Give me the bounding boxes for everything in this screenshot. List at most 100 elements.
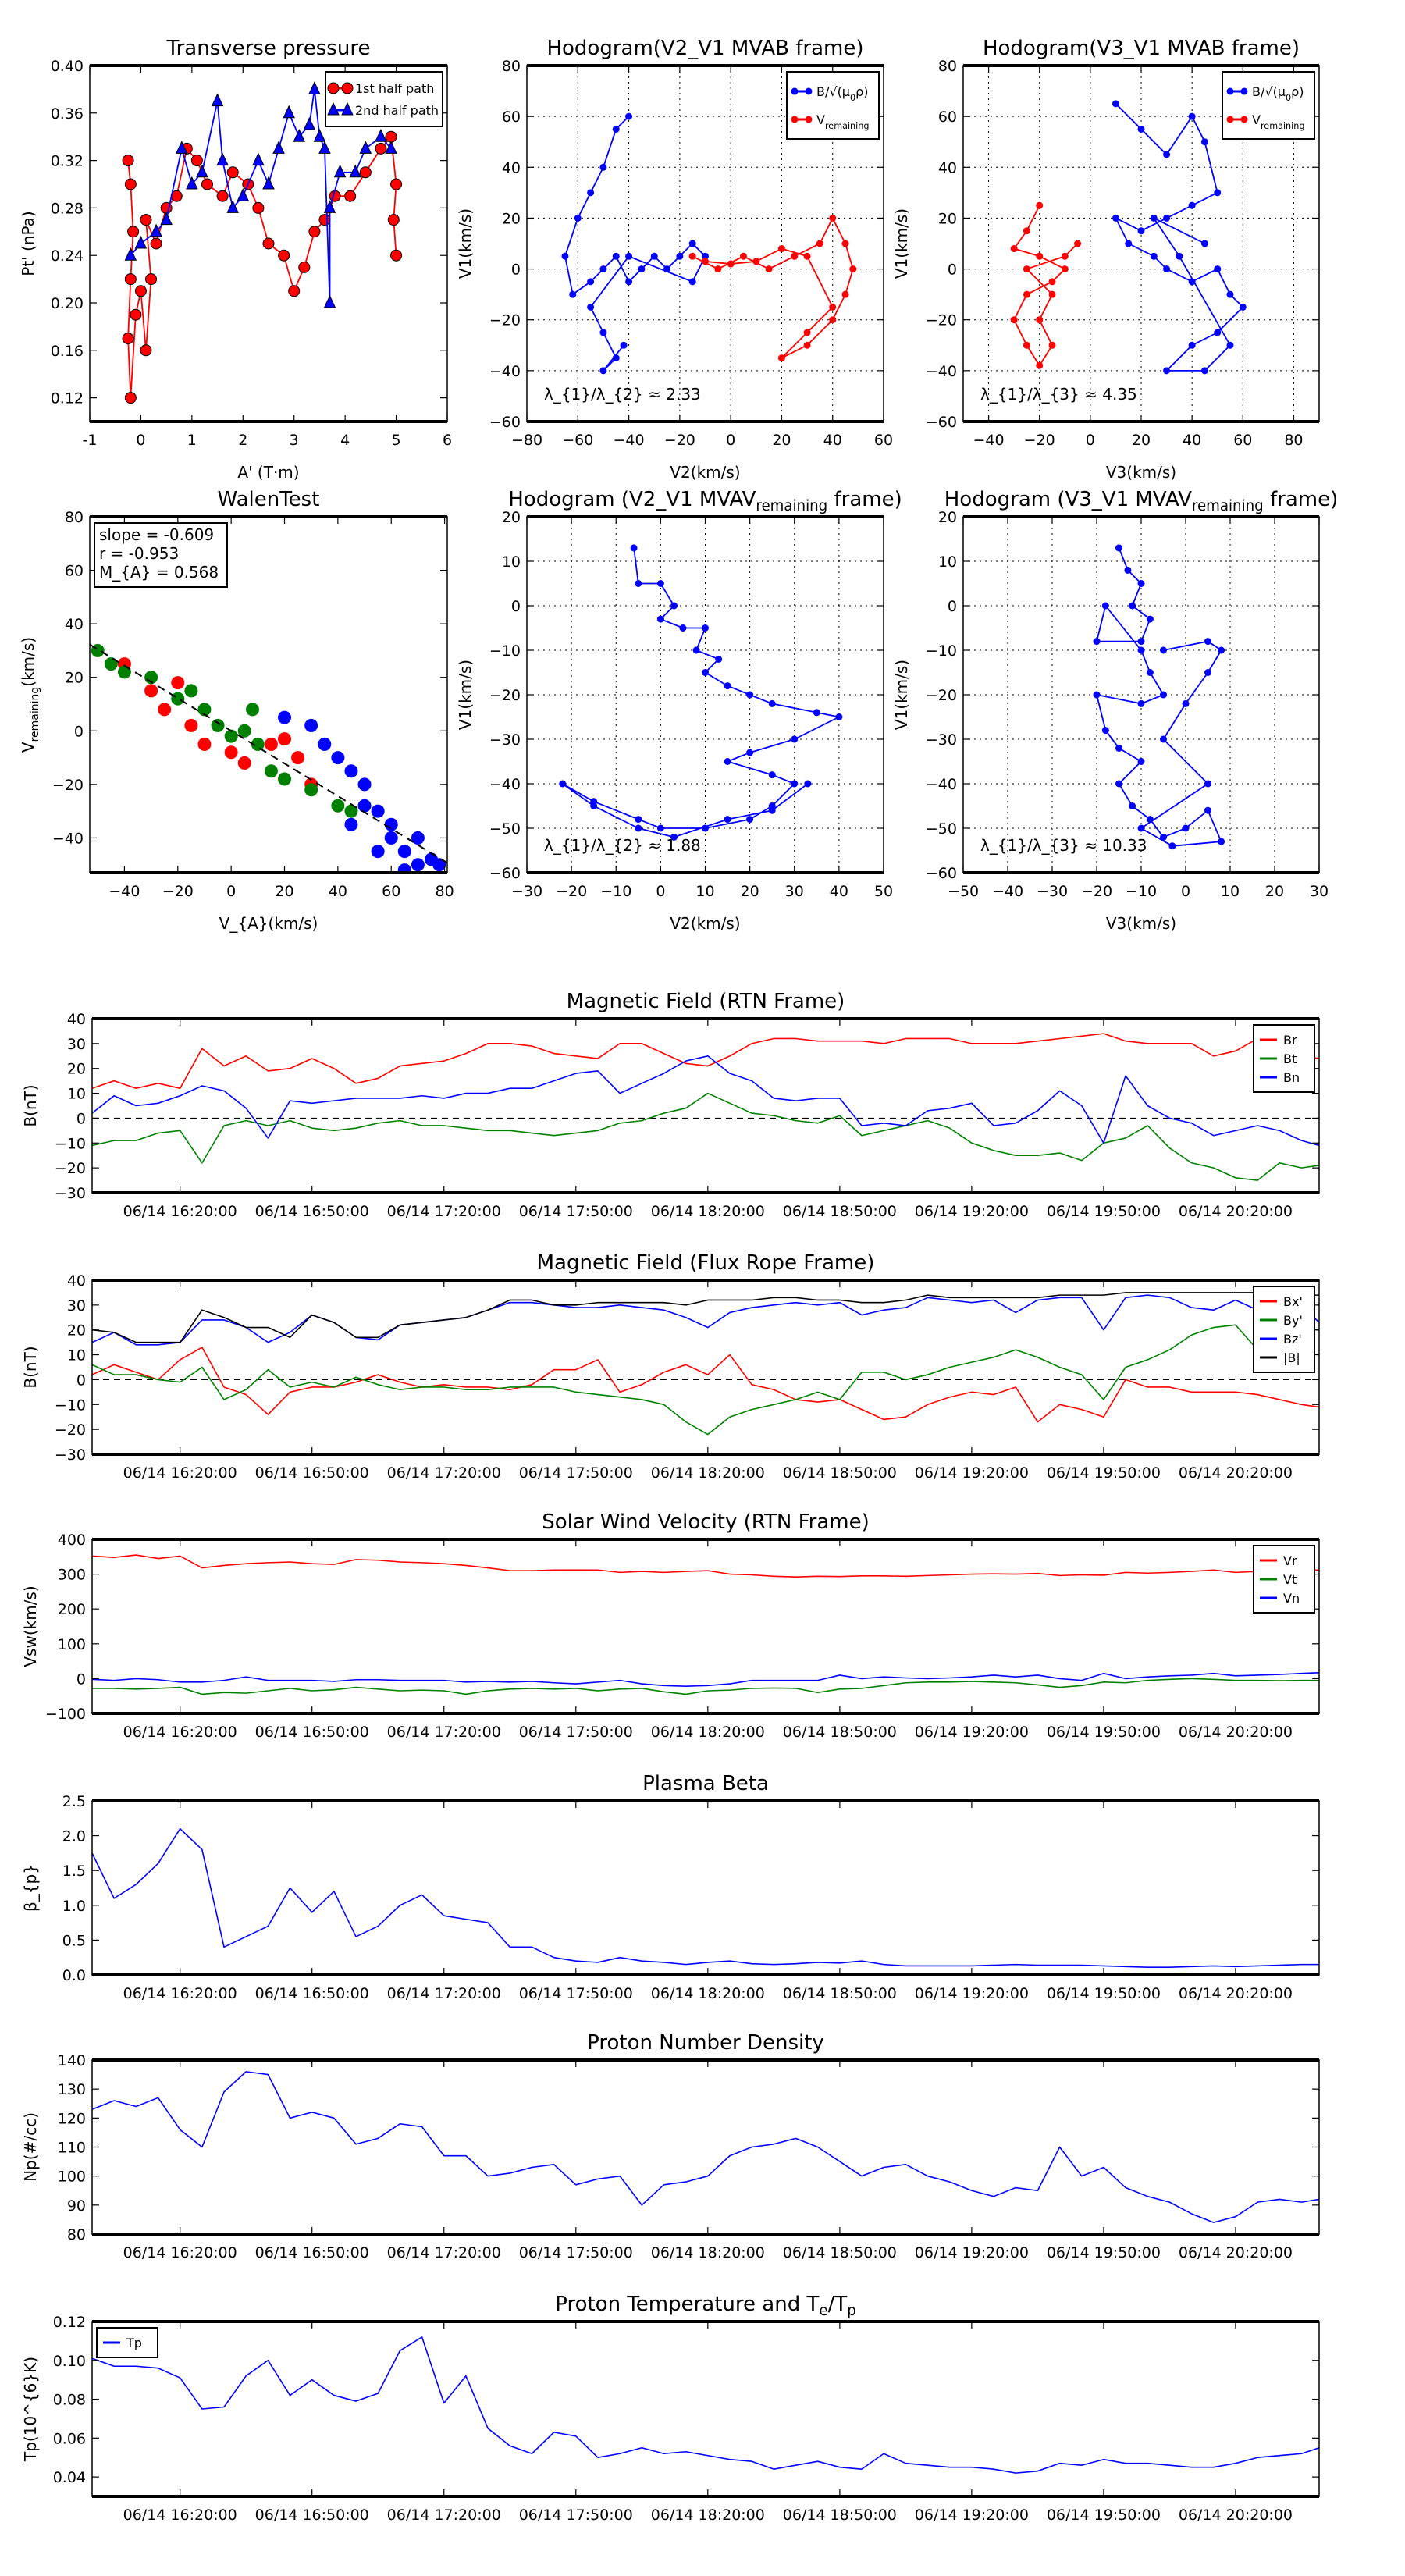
x-tick-label: 0 bbox=[1181, 883, 1190, 900]
data-point bbox=[1023, 341, 1030, 349]
axes-frame bbox=[91, 1018, 1320, 1194]
x-tick-label: 06/14 16:20:00 bbox=[123, 2244, 237, 2261]
data-point bbox=[1239, 303, 1247, 311]
x-tick-label: −40 bbox=[614, 432, 645, 449]
data-point bbox=[791, 252, 799, 260]
data-point bbox=[841, 290, 849, 298]
series-line-Tp bbox=[92, 2336, 1319, 2474]
legend-label: B/√(μ0ρ) bbox=[816, 84, 869, 103]
plot-area bbox=[1010, 100, 1247, 375]
y-tick-label: 100 bbox=[58, 1636, 86, 1653]
data-point bbox=[387, 214, 400, 226]
series-line-Bz' bbox=[92, 1294, 1319, 1346]
x-axis-label: A' (T·m) bbox=[237, 463, 299, 482]
data-point bbox=[1146, 669, 1154, 676]
x-tick-label: 06/14 19:50:00 bbox=[1047, 1203, 1161, 1220]
chart-title: Proton Temperature and Te/Tp bbox=[555, 2293, 856, 2319]
data-point bbox=[237, 188, 250, 201]
y-tick-label: 0 bbox=[511, 598, 521, 615]
data-point bbox=[375, 129, 387, 142]
x-tick-label: 0 bbox=[656, 883, 665, 900]
plot-area bbox=[92, 2336, 1319, 2474]
x-tick-label: 06/14 19:20:00 bbox=[915, 1464, 1029, 1482]
data-point bbox=[124, 178, 137, 190]
x-tick-label: 2 bbox=[238, 432, 247, 449]
chart-panel-7: 06/14 16:20:00 06/14 16:50:00 06/14 17:20:… bbox=[21, 1251, 1320, 1482]
chart-title: Transverse pressure bbox=[166, 37, 371, 60]
x-tick-label: 06/14 16:50:00 bbox=[255, 1724, 369, 1741]
data-point bbox=[1160, 735, 1167, 743]
data-point bbox=[411, 858, 425, 872]
eigenvalue-ratio-label: λ_{1}/λ_{2} ≈ 2.33 bbox=[544, 385, 701, 404]
data-point bbox=[150, 237, 162, 250]
chart-panel-4: −30 −20 −10 0 10 20 30 40 50 −60 −50 −40 −30 −20 −10 0 1… bbox=[456, 488, 902, 933]
data-point bbox=[638, 265, 646, 273]
y-tick-label: 20 bbox=[502, 210, 521, 227]
data-point bbox=[1204, 780, 1211, 788]
y-tick-label: 0 bbox=[948, 262, 957, 279]
data-point bbox=[124, 392, 137, 404]
x-tick-label: 80 bbox=[435, 883, 454, 900]
data-point bbox=[318, 141, 331, 154]
data-point bbox=[186, 176, 198, 190]
data-point bbox=[1218, 838, 1225, 845]
y-tick-label: −10 bbox=[489, 642, 521, 660]
legend-label: Bt bbox=[1283, 1051, 1297, 1066]
data-point bbox=[1204, 669, 1211, 676]
data-point bbox=[264, 764, 278, 778]
y-tick-label: 40 bbox=[502, 159, 521, 176]
legend-label: 2nd half path bbox=[355, 103, 439, 118]
data-point bbox=[252, 201, 265, 214]
data-point bbox=[344, 764, 358, 778]
x-tick-label: 20 bbox=[772, 432, 791, 449]
y-tick-label: 0.40 bbox=[51, 58, 84, 75]
plot-area bbox=[92, 1827, 1319, 1968]
y-tick-label: 10 bbox=[502, 553, 521, 571]
data-point bbox=[1115, 744, 1122, 752]
x-tick-label: −60 bbox=[562, 432, 593, 449]
data-point bbox=[298, 261, 311, 273]
chart-title: Proton Number Density bbox=[587, 2031, 824, 2055]
y-tick-label: 0.20 bbox=[51, 295, 84, 312]
x-tick-label: 06/14 16:20:00 bbox=[123, 1203, 237, 1220]
plot-area bbox=[92, 1033, 1319, 1181]
data-point bbox=[184, 684, 198, 698]
x-tick-label: 06/14 19:20:00 bbox=[915, 1203, 1029, 1220]
x-tick-label: 06/14 18:50:00 bbox=[783, 2507, 897, 2524]
data-point bbox=[612, 252, 620, 260]
data-point bbox=[1124, 566, 1132, 574]
y-tick-label: 0 bbox=[76, 1372, 86, 1389]
y-tick-label: −30 bbox=[55, 1185, 86, 1202]
chart-panel-5: −50 −40 −30 −20 −10 0 10 20 30−60−50−40−30−20−10… bbox=[892, 488, 1338, 933]
data-point bbox=[1023, 265, 1030, 273]
data-point bbox=[122, 155, 134, 167]
series-line-Np bbox=[92, 2071, 1319, 2223]
data-point bbox=[803, 341, 811, 349]
x-tick-label: 06/14 17:20:00 bbox=[387, 1724, 501, 1741]
data-point bbox=[777, 354, 785, 362]
data-point bbox=[144, 684, 158, 698]
data-point bbox=[768, 771, 776, 779]
y-axis-label: Tp(10^{6}K) bbox=[21, 2357, 40, 2462]
axes-frame bbox=[526, 516, 884, 873]
data-point bbox=[1160, 833, 1167, 841]
y-tick-label: 20 bbox=[65, 670, 84, 687]
plot-area bbox=[559, 544, 843, 841]
data-point bbox=[670, 602, 678, 610]
data-point bbox=[1146, 816, 1154, 824]
data-point bbox=[746, 749, 754, 756]
x-tick-label: 06/14 17:20:00 bbox=[387, 2244, 501, 2261]
y-axis-label: V1(km/s) bbox=[892, 208, 911, 279]
data-point bbox=[323, 294, 336, 308]
data-point bbox=[411, 831, 425, 845]
x-tick-label: 06/14 16:50:00 bbox=[255, 1464, 369, 1482]
data-point bbox=[1112, 214, 1119, 222]
y-tick-label: 1.0 bbox=[62, 1898, 86, 1915]
data-point bbox=[308, 81, 321, 94]
y-tick-label: 0.10 bbox=[53, 2353, 86, 2370]
data-point bbox=[1188, 341, 1196, 349]
data-point bbox=[1176, 252, 1183, 260]
y-tick-label: 0.28 bbox=[51, 200, 84, 217]
legend-marker bbox=[791, 87, 799, 95]
